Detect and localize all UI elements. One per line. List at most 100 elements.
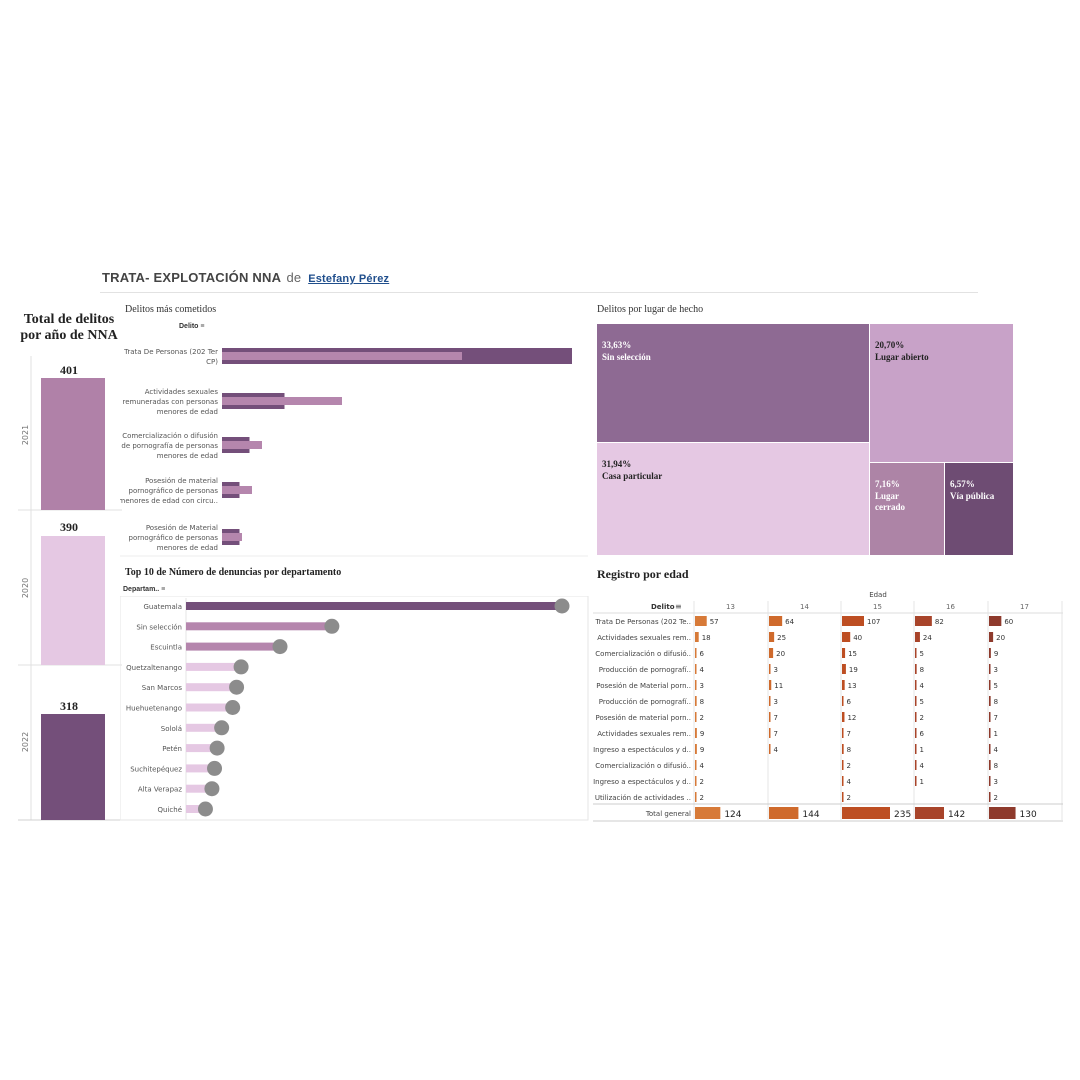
sort-icon[interactable]: ≡ bbox=[161, 586, 166, 593]
departamento-dot[interactable] bbox=[233, 659, 249, 675]
treemap-cell[interactable] bbox=[597, 324, 869, 442]
departamento-dot[interactable] bbox=[272, 639, 288, 655]
edad-cell-bar[interactable] bbox=[915, 776, 917, 786]
edad-cell-bar[interactable] bbox=[915, 648, 917, 658]
edad-cell-bar[interactable] bbox=[915, 680, 917, 690]
departamento-bar[interactable] bbox=[186, 784, 212, 793]
edad-cell-bar[interactable] bbox=[989, 648, 991, 658]
departamento-dot[interactable] bbox=[197, 801, 213, 817]
year-block-2021[interactable]: 401 2021 bbox=[21, 363, 105, 510]
edad-cell-bar[interactable] bbox=[695, 616, 707, 626]
edad-cell-bar[interactable] bbox=[915, 760, 917, 770]
departamento-bar[interactable] bbox=[186, 662, 242, 671]
edad-cell-bar[interactable] bbox=[989, 616, 1002, 626]
departamento-bar[interactable] bbox=[186, 744, 218, 753]
treemap-cell[interactable] bbox=[870, 324, 1013, 462]
edad-cell-bar[interactable] bbox=[769, 632, 775, 642]
edad-cell-bar[interactable] bbox=[695, 712, 697, 722]
author-link[interactable]: Estefany Pérez bbox=[308, 273, 390, 285]
edad-cell-bar[interactable] bbox=[695, 792, 697, 802]
edad-cell-bar[interactable] bbox=[842, 616, 864, 626]
departamento-dot[interactable] bbox=[554, 598, 570, 614]
edad-total-bar[interactable] bbox=[842, 807, 890, 819]
delito-bar-secondary[interactable] bbox=[222, 486, 252, 494]
edad-cell-bar[interactable] bbox=[769, 696, 771, 706]
departamento-dot[interactable] bbox=[324, 618, 340, 634]
year-bar[interactable] bbox=[41, 714, 105, 820]
departamento-dot[interactable] bbox=[207, 760, 223, 776]
departamento-bar[interactable] bbox=[186, 683, 237, 692]
departamento-bar[interactable] bbox=[186, 703, 233, 712]
edad-cell-bar[interactable] bbox=[989, 760, 991, 770]
edad-cell-bar[interactable] bbox=[915, 696, 917, 706]
year-block-2022[interactable]: 318 2022 bbox=[21, 699, 105, 820]
edad-cell-bar[interactable] bbox=[842, 792, 844, 802]
edad-cell-bar[interactable] bbox=[989, 728, 991, 738]
departamento-dot[interactable] bbox=[204, 781, 220, 797]
departamento-dot[interactable] bbox=[209, 740, 225, 756]
edad-cell-bar[interactable] bbox=[695, 728, 697, 738]
edad-cell-bar[interactable] bbox=[769, 728, 771, 738]
year-block-2020[interactable]: 390 2020 bbox=[21, 520, 105, 665]
treemap-cell[interactable] bbox=[597, 443, 869, 555]
edad-cell-bar[interactable] bbox=[842, 760, 844, 770]
departamento-bar[interactable] bbox=[186, 723, 222, 732]
delito-bar-secondary[interactable] bbox=[222, 441, 262, 449]
edad-total-bar[interactable] bbox=[989, 807, 1016, 819]
edad-cell-bar[interactable] bbox=[842, 776, 844, 786]
edad-cell-bar[interactable] bbox=[695, 744, 697, 754]
edad-cell-bar[interactable] bbox=[695, 680, 697, 690]
edad-cell-bar[interactable] bbox=[842, 744, 844, 754]
delito-bar-secondary[interactable] bbox=[222, 352, 462, 360]
edad-cell-bar[interactable] bbox=[769, 664, 771, 674]
treemap-cell[interactable] bbox=[945, 463, 1013, 555]
edad-row-header[interactable]: Delito bbox=[651, 603, 675, 611]
edad-cell-bar[interactable] bbox=[842, 728, 844, 738]
edad-cell-bar[interactable] bbox=[842, 664, 846, 674]
delito-bar-secondary[interactable] bbox=[222, 533, 242, 541]
edad-cell-bar[interactable] bbox=[769, 744, 771, 754]
edad-cell-bar[interactable] bbox=[989, 792, 991, 802]
edad-cell-bar[interactable] bbox=[842, 632, 851, 642]
edad-cell-bar[interactable] bbox=[695, 648, 697, 658]
departamento-bar[interactable] bbox=[186, 602, 562, 610]
edad-cell-bar[interactable] bbox=[989, 680, 991, 690]
departamentos-sort-header[interactable]: Departam.. ≡ bbox=[123, 586, 165, 593]
edad-cell-bar[interactable] bbox=[695, 632, 699, 642]
edad-cell-bar[interactable] bbox=[989, 664, 991, 674]
treemap-cell[interactable] bbox=[870, 463, 944, 555]
sort-icon[interactable]: ≡ bbox=[675, 602, 682, 611]
edad-total-bar[interactable] bbox=[915, 807, 945, 819]
departamento-dot[interactable] bbox=[225, 700, 241, 715]
year-bar[interactable] bbox=[41, 536, 105, 665]
year-bar[interactable] bbox=[41, 378, 105, 510]
edad-cell-bar[interactable] bbox=[695, 696, 697, 706]
edad-cell-bar[interactable] bbox=[989, 712, 991, 722]
edad-cell-bar[interactable] bbox=[915, 744, 917, 754]
departamento-bar[interactable] bbox=[186, 805, 206, 813]
edad-cell-bar[interactable] bbox=[769, 712, 771, 722]
edad-cell-bar[interactable] bbox=[989, 696, 991, 706]
departamento-bar[interactable] bbox=[186, 642, 280, 651]
edad-cell-bar[interactable] bbox=[989, 632, 994, 642]
edad-cell-bar[interactable] bbox=[989, 744, 991, 754]
edad-cell-bar[interactable] bbox=[915, 712, 917, 722]
departamento-bar[interactable] bbox=[186, 764, 215, 773]
edad-cell-bar[interactable] bbox=[915, 728, 917, 738]
delito-bar-secondary[interactable] bbox=[222, 397, 342, 405]
edad-total-bar[interactable] bbox=[695, 807, 721, 819]
edad-cell-bar[interactable] bbox=[769, 648, 774, 658]
edad-cell-bar[interactable] bbox=[695, 664, 697, 674]
delitos-sort-header[interactable]: Delito ≡ bbox=[179, 323, 205, 330]
edad-cell-bar[interactable] bbox=[695, 760, 697, 770]
edad-cell-bar[interactable] bbox=[842, 648, 846, 658]
edad-cell-bar[interactable] bbox=[842, 680, 845, 690]
departamento-dot[interactable] bbox=[214, 720, 230, 736]
edad-cell-bar[interactable] bbox=[915, 616, 932, 626]
sort-icon[interactable]: ≡ bbox=[200, 323, 205, 330]
edad-cell-bar[interactable] bbox=[842, 712, 845, 722]
departamento-bar[interactable] bbox=[186, 622, 332, 631]
edad-cell-bar[interactable] bbox=[915, 664, 917, 674]
edad-cell-bar[interactable] bbox=[769, 680, 772, 690]
edad-cell-bar[interactable] bbox=[915, 632, 920, 642]
